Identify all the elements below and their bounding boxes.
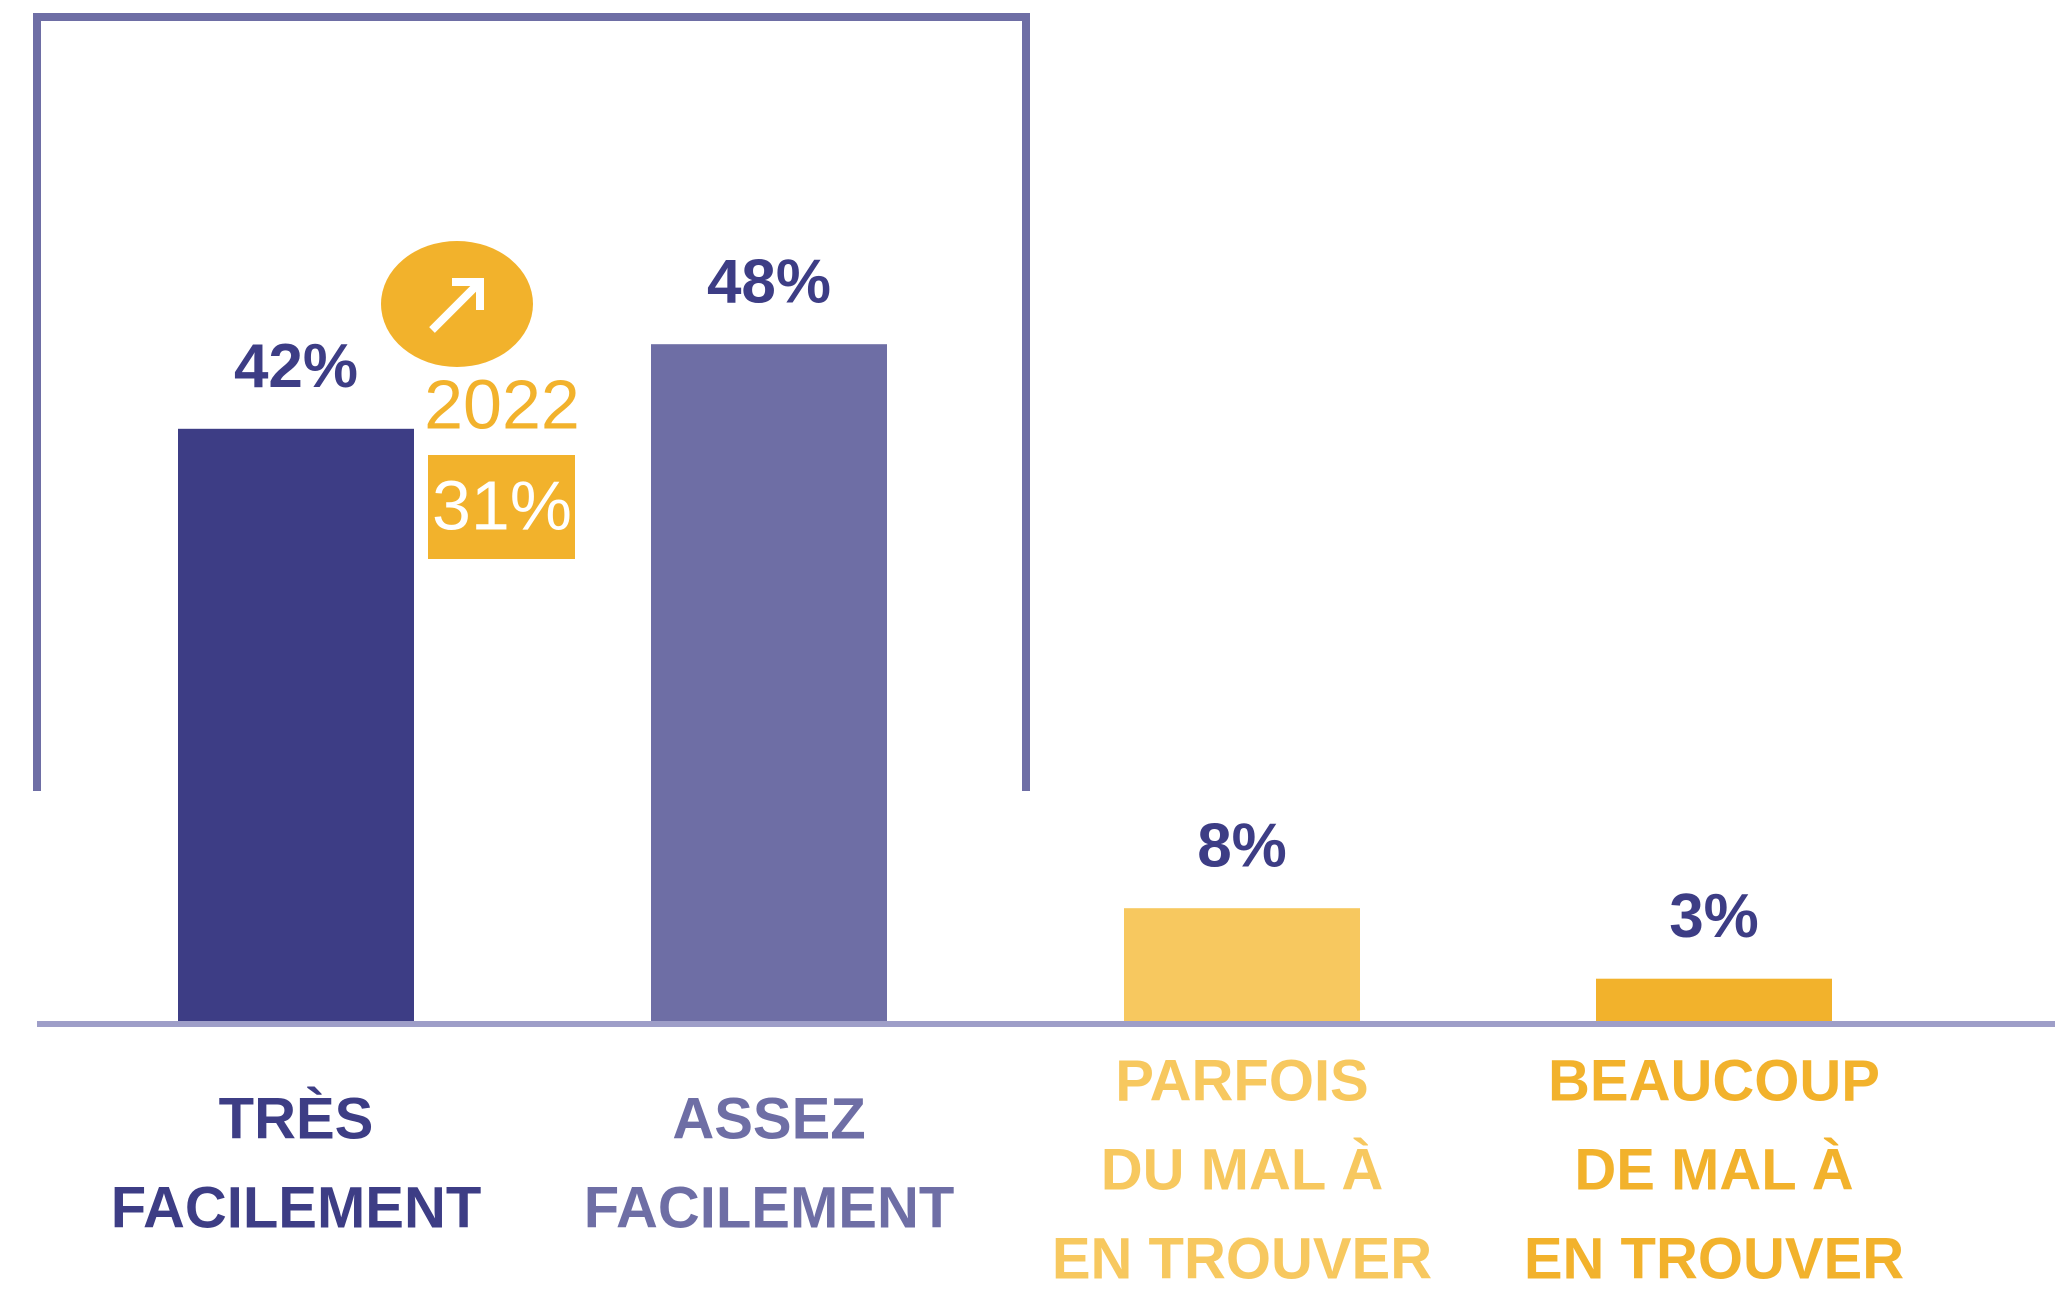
bar (178, 428, 414, 1021)
category-label: DU MAL À (1101, 1137, 1383, 1202)
up-arrow-icon (429, 278, 484, 333)
category-label: BEAUCOUP (1548, 1048, 1880, 1113)
value-label: 48% (707, 248, 831, 317)
value-label: 42% (234, 332, 358, 401)
category-label: FACILEMENT (584, 1175, 955, 1240)
value-label: 8% (1197, 812, 1287, 881)
category-label: EN TROUVER (1524, 1226, 1904, 1291)
category-label: TRÈS (219, 1086, 374, 1151)
comparison-year: 2022 (424, 365, 580, 443)
comparison-box (428, 455, 575, 559)
value-label: 3% (1669, 882, 1759, 951)
group-bracket (33, 13, 1030, 791)
category-label: ASSEZ (672, 1086, 865, 1151)
comparison-value: 31% (432, 466, 572, 544)
bar (1124, 908, 1360, 1021)
category-label: FACILEMENT (111, 1175, 482, 1240)
bar (651, 344, 887, 1021)
category-label: DE MAL À (1574, 1137, 1853, 1202)
category-label: PARFOIS (1115, 1048, 1369, 1113)
bar (1596, 978, 1832, 1021)
category-label: EN TROUVER (1052, 1226, 1432, 1291)
